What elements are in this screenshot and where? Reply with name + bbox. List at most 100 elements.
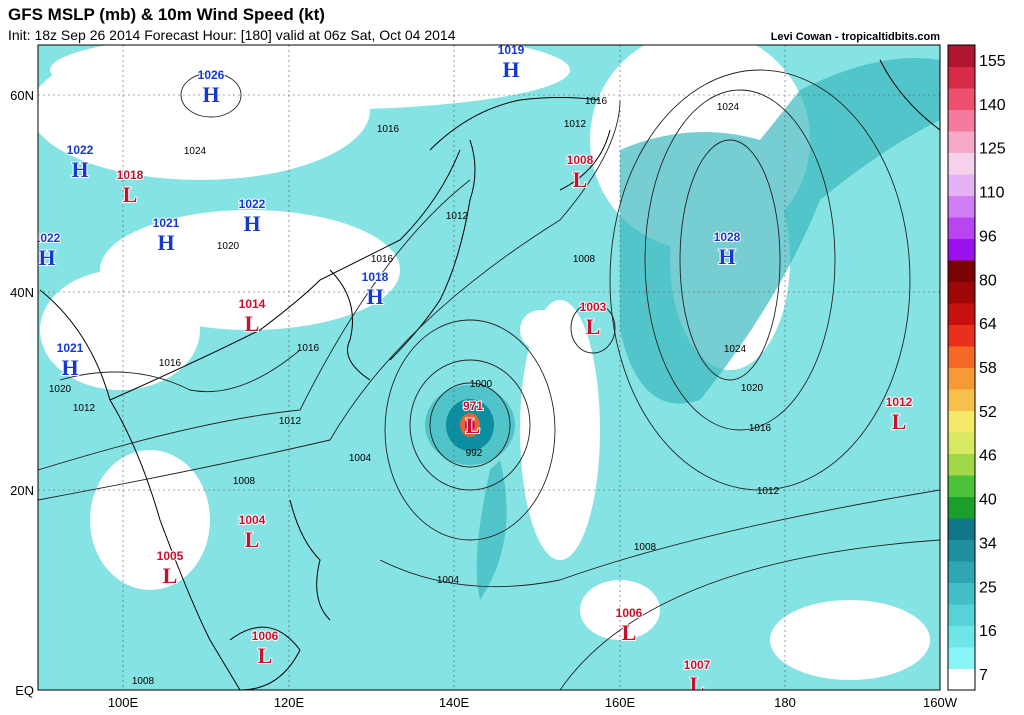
colorbar-swatch	[948, 475, 975, 497]
center-letter: L	[892, 409, 907, 434]
isobar-label: 1016	[371, 254, 394, 265]
center-letter: L	[123, 182, 138, 207]
center-letter: L	[586, 314, 601, 339]
center-letter: H	[243, 211, 260, 236]
colorbar-swatch	[948, 625, 975, 648]
isobar-label: 1020	[49, 384, 72, 395]
isobar-label: 1008	[634, 542, 657, 553]
center-value: 1026	[198, 68, 225, 82]
colorbar-label: 110	[979, 185, 1005, 202]
isobar-label: 1024	[717, 102, 740, 113]
center-letter: L	[258, 643, 273, 668]
title: GFS MSLP (mb) & 10m Wind Speed (kt)	[8, 5, 325, 24]
colorbar-swatch	[948, 66, 975, 89]
center-value: 1003	[580, 300, 607, 314]
colorbar-swatch	[948, 389, 975, 411]
center-letter: H	[157, 230, 174, 255]
isobar-label: 1012	[446, 211, 469, 222]
colorbar-swatch	[948, 131, 975, 153]
colorbar-swatch	[948, 539, 975, 562]
center-value: 1028	[714, 230, 741, 244]
colorbar-swatch	[948, 432, 975, 454]
lon-label: 100E	[108, 695, 139, 710]
colorbar-swatch	[948, 152, 975, 175]
colorbar-swatch	[948, 238, 975, 261]
colorbar-swatch	[948, 453, 975, 476]
isobar-label: 1024	[724, 344, 747, 355]
colorbar-swatch	[948, 174, 975, 196]
lon-label: 160W	[923, 695, 958, 710]
isobar-label: 1004	[349, 453, 372, 464]
map-frame	[37, 44, 941, 691]
lon-label: 180	[774, 695, 796, 710]
center-value: 1018	[362, 270, 389, 284]
center-letter: L	[163, 563, 178, 588]
colorbar-swatch	[948, 410, 975, 433]
center-letter: H	[61, 355, 78, 380]
colorbar-label: 52	[979, 404, 997, 421]
colorbar-label: 96	[979, 228, 997, 245]
isobar-label: 1016	[297, 343, 320, 354]
map-area: 1016 1024 1016 1012 1024 1012 1020 1016 1008 1016…	[34, 43, 940, 697]
colorbar: 155 140 125 110 96 80 64 58 52 46 40 34 25 16 7	[947, 44, 1006, 691]
lat-label: EQ	[15, 683, 34, 698]
colorbar-swatch	[948, 561, 975, 583]
colorbar-label: 58	[979, 360, 997, 377]
isobar-label: 1008	[233, 476, 256, 487]
colorbar-label: 34	[979, 535, 997, 552]
calm-areas	[38, 45, 930, 680]
center-letter: L	[622, 620, 637, 645]
center-value: 1021	[57, 341, 84, 355]
center-letter: L	[245, 527, 260, 552]
center-value: 1008	[567, 153, 594, 167]
colorbar-label: 140	[979, 97, 1006, 114]
center-value: 1014	[239, 297, 266, 311]
center-letter: L	[573, 167, 588, 192]
colorbar-label: 25	[979, 579, 997, 596]
colorbar-swatch	[948, 195, 975, 218]
colorbar-swatch	[948, 281, 975, 304]
isobar-label: 1004	[437, 575, 460, 586]
colorbar-swatch	[948, 668, 975, 691]
lon-label: 140E	[439, 695, 470, 710]
center-letter: L	[690, 672, 705, 697]
isobar-label: 1000	[470, 379, 493, 390]
colorbar-swatch	[948, 346, 975, 368]
center-value: 1006	[252, 629, 279, 643]
colorbar-label: 155	[979, 53, 1006, 70]
credit: Levi Cowan - tropicaltidbits.com	[771, 31, 941, 43]
lon-label: 120E	[274, 695, 305, 710]
center-value: 1022	[67, 143, 94, 157]
isobar-label: 1012	[757, 486, 780, 497]
isobar-labels: 1016 1024 1016 1012 1024 1012 1020 1016 1008 1016…	[49, 96, 780, 687]
colorbar-swatch	[948, 88, 975, 110]
center-letter: L	[245, 311, 260, 336]
center-value: 1019	[498, 43, 525, 57]
colorbar-swatch	[948, 518, 975, 540]
center-letter: H	[71, 157, 88, 182]
colorbar-label: 46	[979, 448, 997, 465]
center-letter: L	[466, 413, 481, 438]
center-value: 1006	[616, 606, 643, 620]
center-value: 1021	[153, 216, 180, 230]
isobar-label: 1020	[217, 241, 240, 252]
colorbar-swatch	[948, 367, 975, 390]
colorbar-swatch	[948, 303, 975, 325]
center-value: 1007	[684, 658, 711, 672]
isobar-label: 1020	[741, 383, 764, 394]
isobar-label: 1016	[749, 423, 772, 434]
isobar-label: 1008	[573, 254, 596, 265]
isobar-label: 1016	[377, 124, 400, 135]
isobar-label: 1016	[585, 96, 608, 107]
colorbar-label: 64	[979, 316, 997, 333]
colorbar-frame	[947, 44, 976, 691]
center-value: 1022	[34, 231, 61, 245]
center-value: 1012	[886, 395, 913, 409]
colorbar-swatch	[948, 260, 975, 282]
lat-label: 60N	[10, 88, 34, 103]
lat-lon-grid	[38, 45, 940, 690]
colorbar-swatch	[948, 324, 975, 347]
colorbar-swatch	[948, 582, 975, 605]
